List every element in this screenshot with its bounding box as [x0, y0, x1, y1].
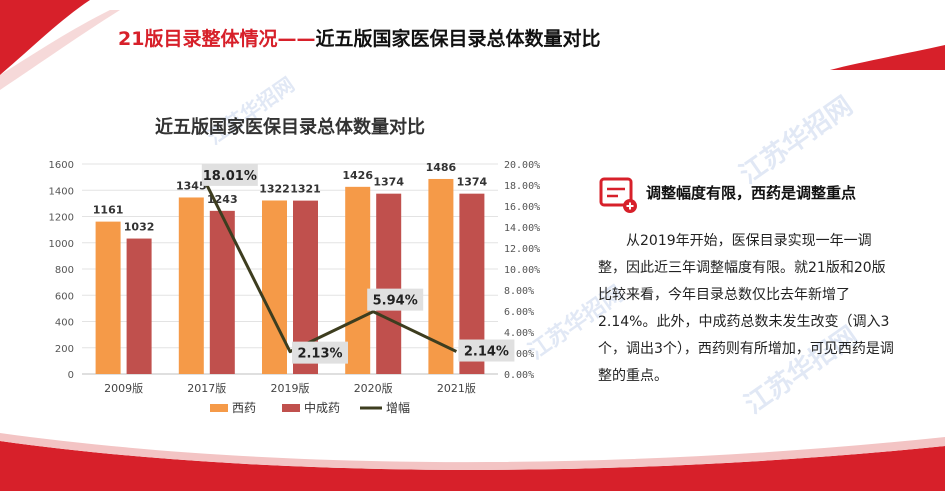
slide-title: 21版目录整体情况——近五版国家医保目录总体数量对比 [118, 24, 600, 51]
bar-chinese [376, 193, 402, 374]
y-right-tick-label: 2.00% [504, 349, 534, 360]
bar-chinese-label: 1374 [457, 176, 488, 189]
growth-label: 2.14% [464, 345, 509, 360]
x-tick-label: 2017版 [187, 381, 226, 395]
y-right-tick-label: 12.00% [504, 244, 540, 255]
y-left-tick-label: 600 [55, 291, 74, 302]
bar-chinese-label: 1032 [124, 221, 155, 234]
bar-western [262, 200, 287, 374]
bar-chinese-label: 1374 [373, 176, 404, 189]
growth-line [205, 184, 458, 354]
x-tick-label: 2020版 [354, 381, 393, 395]
chart-title: 近五版国家医保目录总体数量对比 [155, 116, 425, 138]
bar-western [95, 221, 121, 374]
bar-western-label: 1161 [93, 204, 124, 217]
y-right-tick-label: 10.00% [504, 265, 540, 276]
bar-chinese [209, 210, 235, 374]
x-tick-label: 2021版 [437, 381, 476, 395]
growth-label-box [201, 163, 258, 186]
x-tick-label: 2019版 [271, 381, 310, 395]
growth-label-box [367, 288, 424, 311]
y-left-tick-label: 0 [68, 370, 74, 381]
bar-western-label: 1345 [176, 179, 207, 192]
growth-label-box [458, 339, 515, 362]
y-left-tick-label: 800 [55, 265, 74, 276]
y-right-tick-label: 0.00% [504, 370, 534, 381]
legend-swatch [282, 404, 300, 412]
bar-western [178, 197, 204, 374]
slide-title-section: 21版目录整体情况—— [118, 28, 316, 50]
bar-western-label: 1426 [342, 169, 373, 182]
x-tick-label: 2009版 [104, 381, 143, 395]
y-left-tick-label: 1000 [49, 239, 74, 250]
y-left-tick-label: 1600 [49, 160, 74, 171]
legend-label: 中成药 [304, 400, 340, 415]
legend-swatch [210, 404, 228, 412]
y-right-tick-label: 4.00% [504, 328, 534, 339]
y-right-tick-label: 8.00% [504, 286, 534, 297]
bar-western-label: 1322 [259, 182, 290, 195]
bar-chinese-label: 1321 [290, 183, 321, 196]
slide-title-topic: 近五版国家医保目录总体数量对比 [315, 28, 601, 50]
note-heading: 调整幅度有限，西药是调整重点 [646, 184, 857, 202]
y-left-tick-label: 1200 [49, 213, 74, 224]
growth-label: 18.01% [203, 169, 257, 184]
y-right-tick-label: 16.00% [504, 202, 540, 213]
y-right-tick-label: 20.00% [504, 160, 540, 171]
y-left-tick-label: 1400 [49, 186, 74, 197]
report-icon [599, 177, 637, 213]
y-right-tick-label: 6.00% [504, 307, 534, 318]
growth-label-box [292, 341, 348, 364]
drug-count-chart: 近五版国家医保目录总体数量对比 0 200 400 600 800 1000 1200 1400… [49, 116, 541, 415]
y-right-tick-label: 18.00% [504, 181, 540, 192]
bar-western [345, 186, 371, 374]
note-body: 从2019年开始，医保目录实现一年一调整，因此近三年调整幅度有限。就21版和20… [598, 233, 894, 384]
bottom-red-swoosh [0, 433, 945, 491]
y-right-tick-label: 14.00% [504, 223, 540, 234]
bar-chinese [126, 238, 152, 374]
bar-western-label: 1486 [426, 161, 457, 174]
legend-label: 西药 [232, 401, 256, 415]
growth-label: 2.13% [297, 347, 342, 362]
growth-label: 5.94% [373, 294, 418, 309]
top-red-swoosh [0, 0, 945, 90]
legend-label: 增幅 [386, 400, 410, 415]
y-left-tick-label: 400 [55, 318, 74, 329]
y-left-tick-label: 200 [55, 344, 74, 355]
